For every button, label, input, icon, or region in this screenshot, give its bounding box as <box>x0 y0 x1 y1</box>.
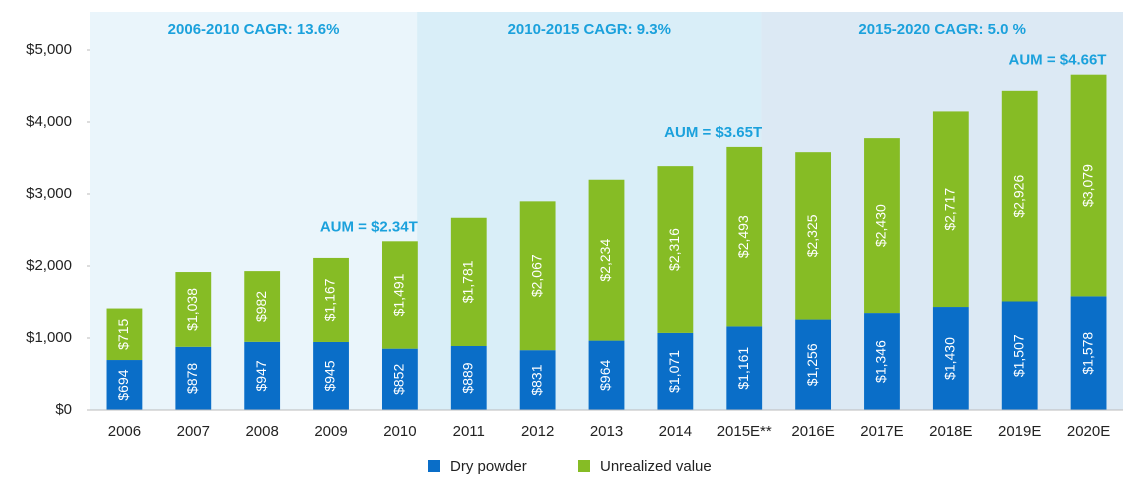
bar-segment <box>795 319 832 410</box>
value-label: $831 <box>528 364 544 395</box>
bar-segment <box>175 346 212 410</box>
bar-segment <box>106 308 143 361</box>
value-label: $1,491 <box>391 273 407 316</box>
value-label: $878 <box>184 363 200 394</box>
bar-segment <box>932 111 969 308</box>
bar-segment <box>106 360 143 410</box>
value-label: $1,781 <box>459 260 475 303</box>
bar-segment <box>519 350 556 410</box>
value-label: $694 <box>115 369 131 400</box>
bar-segment <box>657 332 694 410</box>
bar-segment <box>657 166 694 333</box>
legend-label: Dry powder <box>450 458 527 475</box>
region-label: 2010-2015 CAGR: 9.3% <box>508 21 671 38</box>
y-tick-label: $0 <box>55 401 72 418</box>
legend-swatch <box>428 460 440 472</box>
value-label: $715 <box>115 319 131 350</box>
value-label: $1,578 <box>1079 332 1095 375</box>
value-label: $1,507 <box>1010 334 1026 377</box>
value-label: $2,234 <box>597 239 613 282</box>
value-label: $2,717 <box>942 188 958 231</box>
x-tick-label: 2009 <box>314 423 347 440</box>
bar-segment <box>588 179 625 341</box>
x-tick-label: 2017E <box>860 423 903 440</box>
bar-segment <box>1001 301 1038 410</box>
bar-segment <box>795 152 832 320</box>
bar-segment <box>381 241 418 349</box>
y-tick-label: $4,000 <box>26 113 72 130</box>
x-tick-label: 2019E <box>998 423 1041 440</box>
y-tick-label: $1,000 <box>26 329 72 346</box>
value-label: $1,430 <box>942 337 958 380</box>
value-label: $945 <box>322 360 338 391</box>
x-tick-label: 2015E** <box>717 423 772 440</box>
value-label: $2,430 <box>873 204 889 247</box>
value-label: $2,316 <box>666 228 682 271</box>
x-tick-label: 2018E <box>929 423 972 440</box>
bar-segment <box>450 217 487 346</box>
value-label: $3,079 <box>1079 164 1095 207</box>
bar-segment <box>313 257 349 342</box>
bar-segment <box>864 138 900 314</box>
y-tick-label: $2,000 <box>26 257 72 274</box>
x-tick-label: 2016E <box>791 423 834 440</box>
value-label: $947 <box>253 360 269 391</box>
annotation: AUM = $4.66T <box>1009 52 1107 69</box>
value-label: $982 <box>253 291 269 322</box>
bar-segment <box>726 326 763 410</box>
value-label: $2,325 <box>804 214 820 257</box>
value-label: $1,167 <box>322 278 338 321</box>
value-label: $2,067 <box>528 254 544 297</box>
bar-segment <box>175 272 212 347</box>
x-tick-label: 2010 <box>383 423 416 440</box>
bar-segment <box>864 313 900 410</box>
y-tick-label: $5,000 <box>26 41 72 58</box>
region-label: 2015-2020 CAGR: 5.0 % <box>858 21 1026 38</box>
x-tick-label: 2006 <box>108 423 141 440</box>
x-tick-label: 2013 <box>590 423 623 440</box>
x-tick-label: 2014 <box>659 423 692 440</box>
legend-swatch <box>578 460 590 472</box>
bar-segment <box>313 341 349 410</box>
x-tick-label: 2012 <box>521 423 554 440</box>
bar-segment <box>588 340 625 410</box>
value-label: $1,161 <box>735 347 751 390</box>
bar-segment <box>244 341 281 410</box>
value-label: $889 <box>459 362 475 393</box>
y-tick-label: $3,000 <box>26 185 72 202</box>
bar-segment <box>1001 90 1038 302</box>
value-label: $852 <box>391 364 407 395</box>
bar-segment <box>450 345 487 410</box>
bar-segment <box>1070 74 1107 297</box>
x-tick-label: 2007 <box>177 423 210 440</box>
bar-segment <box>381 348 418 410</box>
value-label: $1,256 <box>804 343 820 386</box>
region-label: 2006-2010 CAGR: 13.6% <box>168 21 340 38</box>
value-label: $1,071 <box>666 350 682 393</box>
x-tick-label: 2011 <box>453 423 485 440</box>
bar-segment <box>1070 296 1107 410</box>
bar-segment <box>726 146 763 327</box>
bar-segment <box>519 201 556 351</box>
value-label: $2,926 <box>1010 175 1026 218</box>
x-tick-label: 2008 <box>245 423 278 440</box>
value-label: $1,346 <box>873 340 889 383</box>
legend-label: Unrealized value <box>600 458 712 475</box>
value-label: $964 <box>597 360 613 391</box>
bar-segment <box>932 307 969 410</box>
value-label: $1,038 <box>184 288 200 331</box>
annotation: AUM = $2.34T <box>320 218 418 235</box>
bar-segment <box>244 271 281 342</box>
annotation: AUM = $3.65T <box>664 124 762 141</box>
x-tick-label: 2020E <box>1067 423 1110 440</box>
value-label: $2,493 <box>735 215 751 258</box>
